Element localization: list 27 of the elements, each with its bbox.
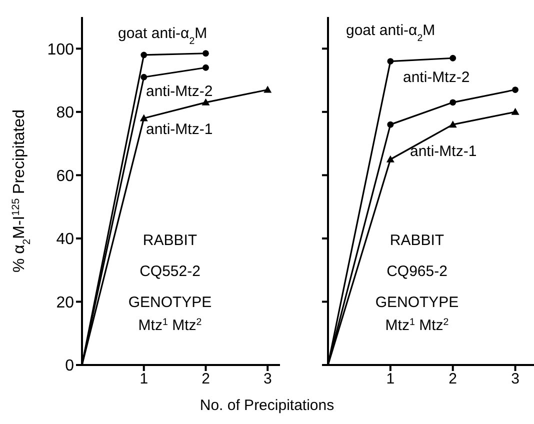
x-tick-label: 2 bbox=[448, 370, 458, 388]
series-label: anti-Mtz-2 bbox=[403, 69, 470, 86]
series-label: anti-Mtz-2 bbox=[146, 83, 213, 100]
annotation: CQ965-2 bbox=[386, 263, 448, 280]
y-tick-label: 60 bbox=[56, 168, 74, 185]
series-label: anti-Mtz-1 bbox=[410, 143, 477, 160]
annotation: Mtz$^{1}$ Mtz$^{2}$ bbox=[138, 316, 202, 334]
annotation: Mtz$^{1}$ Mtz$^{2}$ bbox=[385, 316, 449, 334]
x-tick-label: 1 bbox=[386, 370, 395, 388]
series-label: goat anti-α$_{2}$M bbox=[118, 25, 208, 46]
y-tick-label: 0 bbox=[65, 358, 74, 375]
annotation: GENOTYPE bbox=[375, 294, 459, 311]
annotation: GENOTYPE bbox=[128, 294, 212, 311]
y-tick-label: 20 bbox=[56, 294, 74, 312]
annotation: RABBIT bbox=[142, 232, 198, 249]
x-tick-label: 1 bbox=[140, 370, 148, 388]
y-tick-label: 40 bbox=[56, 231, 74, 248]
y-tick-label: 80 bbox=[56, 104, 74, 122]
x-tick-label: 2 bbox=[202, 370, 210, 388]
y-tick-label: 100 bbox=[47, 41, 74, 58]
x-tick-label: 3 bbox=[263, 370, 272, 388]
series-label: anti-Mtz-1 bbox=[146, 121, 213, 138]
series-label: goat anti-α$_{2}$M bbox=[346, 22, 436, 44]
annotation: CQ552-2 bbox=[140, 263, 200, 280]
x-axis-title: No. of Precipitations bbox=[198, 397, 336, 414]
annotation: RABBIT bbox=[390, 232, 444, 249]
x-tick-label: 3 bbox=[511, 370, 520, 388]
